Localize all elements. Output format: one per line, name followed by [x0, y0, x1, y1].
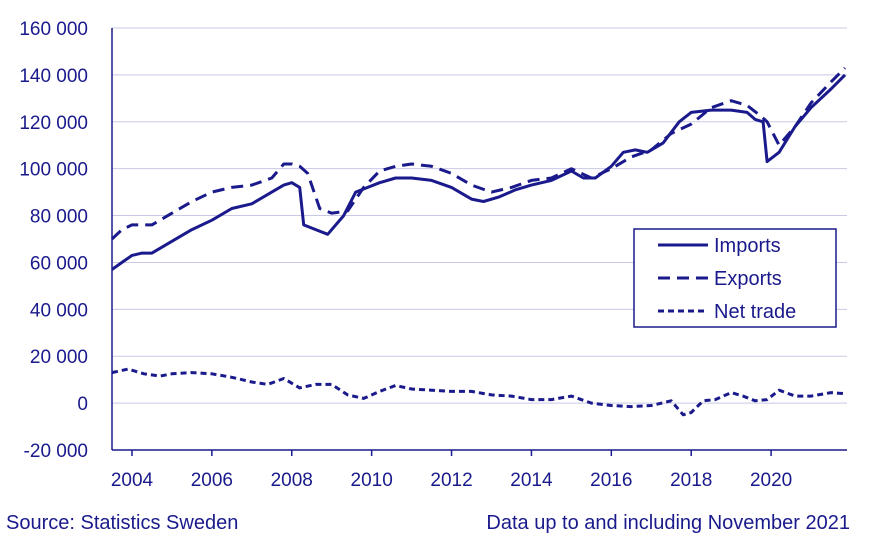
y-tick-label: 80 000	[30, 207, 88, 228]
y-tick-label: 40 000	[30, 300, 88, 321]
x-tick-label: 2018	[670, 470, 712, 491]
data-coverage-note: Data up to and including November 2021	[486, 512, 850, 534]
x-tick-label: 2008	[271, 470, 313, 491]
x-tick-label: 2020	[750, 470, 792, 491]
y-tick-label: 100 000	[19, 160, 88, 181]
legend-label-imports: Imports	[714, 235, 781, 257]
x-tick-label: 2006	[191, 470, 233, 491]
gridlines	[112, 27, 847, 451]
x-tick-label: 2012	[430, 470, 472, 491]
legend-label-net-trade: Net trade	[714, 301, 796, 323]
y-tick-label: 60 000	[30, 253, 88, 274]
x-axis-tick-labels: 2004 2006 2008 2010 2012 2014 2016 2018 2020	[111, 470, 792, 491]
exports-line	[110, 66, 847, 241]
y-tick-label: 120 000	[19, 113, 88, 134]
legend-label-exports: Exports	[714, 268, 782, 290]
y-tick-label: -20 000	[24, 441, 88, 462]
net-trade-line	[111, 367, 846, 417]
y-tick-label: 160 000	[19, 19, 88, 40]
legend: Imports Exports Net trade	[633, 228, 837, 328]
imports-line	[111, 73, 847, 271]
series-lines	[110, 66, 847, 417]
x-tick-label: 2016	[590, 470, 632, 491]
x-tick-label: 2014	[510, 470, 553, 491]
x-tick-label: 2004	[111, 470, 154, 491]
source-note: Source: Statistics Sweden	[6, 512, 239, 534]
y-tick-label: 20 000	[30, 347, 88, 368]
x-tick-label: 2010	[351, 470, 393, 491]
y-axis-tick-labels: -20 000 0 20 000 40 000 60 000 80 000 100 000 1…	[19, 19, 88, 462]
y-tick-label: 140 000	[19, 66, 88, 87]
y-tick-label: 0	[77, 394, 88, 415]
line-chart: -20 000 0 20 000 40 000 60 000 80 000 100 000 1…	[19, 19, 847, 491]
